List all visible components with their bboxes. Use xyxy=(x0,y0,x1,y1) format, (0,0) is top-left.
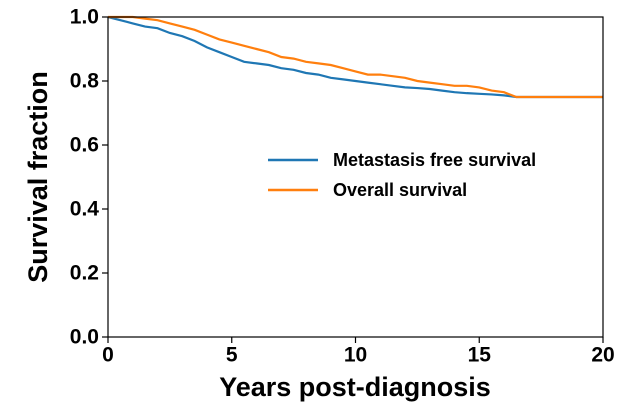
survival-line xyxy=(108,15,603,99)
x-tick-label: 15 xyxy=(468,344,492,367)
y-tick-label: 0.0 xyxy=(70,326,99,349)
x-tick-label: 10 xyxy=(344,344,367,367)
x-tick-label: 0 xyxy=(102,344,114,367)
survival-line xyxy=(107,15,603,99)
legend-label: Overall survival xyxy=(333,180,467,200)
x-tick-label: 5 xyxy=(226,344,238,367)
y-tick-label: 0.8 xyxy=(70,70,100,93)
y-tick-label: 1.0 xyxy=(70,6,99,29)
y-tick-label: 0.4 xyxy=(70,198,100,221)
x-axis-label: Years post-diagnosis xyxy=(219,372,491,402)
plot-frame xyxy=(107,16,604,338)
y-axis-label: Survival fraction xyxy=(23,71,53,283)
legend-label: Metastasis free survival xyxy=(333,150,536,170)
y-tick-label: 0.2 xyxy=(70,262,99,285)
y-tick-label: 0.6 xyxy=(70,134,99,157)
x-tick-label: 20 xyxy=(591,344,614,367)
